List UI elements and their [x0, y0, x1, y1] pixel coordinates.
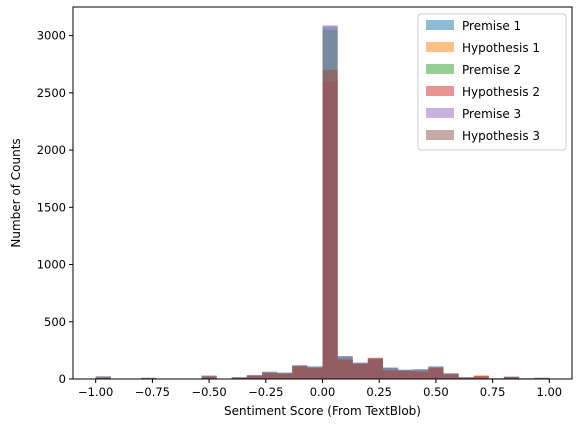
- legend-swatch: [426, 130, 454, 140]
- bar: [443, 374, 459, 379]
- bar: [413, 371, 429, 379]
- x-tick-label: 0.25: [366, 385, 392, 399]
- bar: [534, 377, 550, 379]
- legend-label: Premise 3: [462, 107, 521, 121]
- bar: [231, 377, 247, 379]
- bar: [337, 359, 353, 379]
- y-tick-label: 3000: [37, 29, 66, 43]
- bar: [95, 377, 111, 379]
- bar: [246, 376, 263, 379]
- bar: [473, 375, 489, 379]
- x-ticks: −1.00 −0.75 −0.50 −0.25 0.00 0.25 0.50 0.75 1.00: [78, 379, 562, 399]
- legend-label: Hypothesis 3: [462, 129, 540, 143]
- y-tick-label: 2500: [37, 86, 66, 100]
- legend-swatch: [426, 20, 454, 30]
- x-axis-label: Sentiment Score (From TextBlob): [224, 404, 421, 418]
- y-ticks: 0 500 1000 1500 2000 2500 3000: [37, 29, 73, 386]
- legend: Premise 1 Hypothesis 1 Premise 2 Hypothesis…: [417, 13, 567, 151]
- bar: [367, 357, 383, 379]
- legend-swatch: [426, 42, 454, 52]
- x-tick-label: 1.00: [537, 385, 563, 399]
- bar: [458, 377, 474, 379]
- legend-box: [417, 13, 567, 151]
- y-tick-label: 500: [44, 315, 66, 329]
- y-tick-label: 1000: [37, 258, 66, 272]
- y-tick-label: 1500: [37, 200, 66, 214]
- bar: [503, 377, 520, 379]
- bar: [428, 368, 444, 379]
- legend-label: Hypothesis 1: [462, 41, 540, 55]
- x-tick-label: −1.00: [78, 385, 113, 399]
- x-tick-label: −0.75: [135, 385, 170, 399]
- bar: [262, 373, 278, 379]
- bar: [201, 376, 217, 379]
- bar: [277, 373, 293, 379]
- legend-swatch: [426, 108, 454, 118]
- series-6: [95, 69, 550, 379]
- x-tick-label: −0.50: [191, 385, 226, 399]
- bar: [292, 366, 308, 379]
- legend-swatch: [426, 86, 454, 96]
- bar: [307, 368, 323, 379]
- bar: [352, 364, 368, 379]
- bar: [398, 370, 414, 379]
- bar: [141, 377, 157, 379]
- x-tick-label: 0.50: [423, 385, 449, 399]
- bar: [322, 69, 338, 379]
- x-tick-label: 0.75: [480, 385, 506, 399]
- x-tick-label: 0.00: [310, 385, 336, 399]
- y-tick-label: 0: [59, 372, 66, 386]
- x-tick-label: −0.25: [248, 385, 283, 399]
- y-tick-label: 2000: [37, 143, 66, 157]
- legend-swatch: [426, 64, 454, 74]
- bar: [382, 370, 399, 379]
- legend-label: Premise 2: [462, 63, 521, 77]
- legend-label: Premise 1: [462, 19, 521, 33]
- bar: [95, 376, 111, 379]
- y-axis-label: Number of Counts: [9, 138, 23, 247]
- bars-layer: [95, 25, 550, 380]
- legend-label: Hypothesis 2: [462, 85, 540, 99]
